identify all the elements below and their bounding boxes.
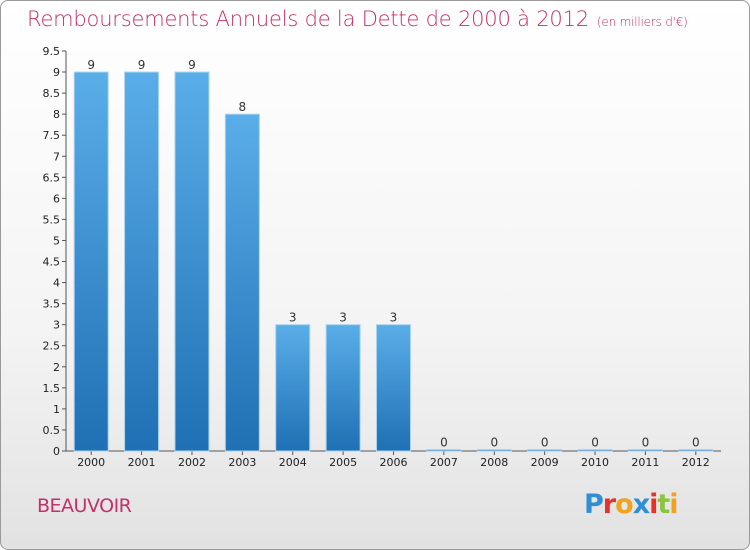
- y-tick-label: 8: [53, 108, 60, 121]
- x-tick-label: 2011: [631, 456, 659, 469]
- bar-value-label: 0: [642, 436, 650, 450]
- x-tick-label: 2008: [480, 456, 508, 469]
- chart-title: Remboursements Annuels de la Dette de 20…: [27, 7, 688, 31]
- x-tick-label: 2010: [581, 456, 609, 469]
- proxiti-logo[interactable]: Proxiti: [584, 489, 679, 520]
- y-tick-label: 9: [53, 66, 60, 79]
- y-tick-label: 7: [53, 150, 60, 163]
- bar-value-label: 0: [541, 436, 549, 450]
- logo-letter: i: [649, 489, 658, 520]
- bar-value-label: 9: [138, 58, 146, 72]
- logo-letter: x: [632, 489, 650, 520]
- y-tick-label: 1: [53, 403, 60, 416]
- chart-bars: 9 9 9 8 3 3 3 0 0 0 0 0 0: [73, 58, 714, 452]
- bar-2010: [577, 449, 613, 452]
- x-tick-label: 2002: [178, 456, 206, 469]
- logo-letter: t: [657, 489, 670, 520]
- chart-title-text: Remboursements Annuels de la Dette de 20…: [27, 7, 589, 31]
- bar-2004: [275, 324, 311, 452]
- bar-2001: [124, 71, 160, 452]
- y-tick-label: 7.5: [43, 129, 61, 142]
- y-tick-label: 3.5: [43, 298, 61, 311]
- logo-letter: o: [615, 489, 634, 520]
- y-tick-label: 4.5: [43, 256, 61, 269]
- y-tick-label: 2: [53, 361, 60, 374]
- y-tick-label: 5.5: [43, 213, 61, 226]
- bar-2005: [325, 324, 361, 452]
- bar-value-label: 0: [490, 436, 498, 450]
- y-tick-label: 9.5: [43, 45, 61, 58]
- x-tick-label: 2009: [531, 456, 559, 469]
- bar-2006: [376, 324, 411, 452]
- bar-2008: [476, 449, 512, 452]
- bar-2012: [678, 449, 714, 452]
- y-tick-label: 5: [53, 234, 60, 247]
- y-tick-label: 8.5: [43, 87, 61, 100]
- y-tick-label: 0.5: [43, 424, 61, 437]
- logo-letter: i: [669, 489, 678, 520]
- x-tick-label: 2003: [228, 456, 256, 469]
- bar-2002: [174, 71, 210, 452]
- x-tick-label: 2000: [77, 456, 105, 469]
- bar-value-label: 0: [440, 436, 448, 450]
- x-tick-label: 2007: [430, 456, 458, 469]
- y-tick-label: 1.5: [43, 382, 61, 395]
- x-tick-label: 2005: [329, 456, 357, 469]
- x-tick-label: 2006: [380, 456, 408, 469]
- commune-name: BEAUVOIR: [37, 495, 132, 517]
- bar-value-label: 3: [339, 311, 347, 325]
- y-tick-label: 3: [53, 319, 60, 332]
- y-tick-label: 0: [53, 445, 60, 458]
- bar-value-label: 3: [390, 311, 398, 325]
- bar-2007: [426, 449, 462, 452]
- bar-value-label: 3: [289, 311, 297, 325]
- y-tick-label: 4: [53, 277, 60, 290]
- logo-letter: r: [602, 489, 616, 520]
- bar-value-label: 0: [692, 436, 700, 450]
- x-tick-label: 2001: [128, 456, 156, 469]
- chart-subtitle: (en milliers d'€): [596, 15, 688, 29]
- chart-axes: 0 0.5 1 1.5 2 2.5 3 3.5 4 4.5 5 5.5 6 6.5 7 7.5 8 8.5 9 9.5…: [43, 45, 721, 469]
- bar-value-label: 9: [87, 58, 95, 72]
- bar-2003: [224, 113, 260, 452]
- bar-value-label: 9: [188, 58, 196, 72]
- x-tick-label: 2004: [279, 456, 307, 469]
- bar-value-label: 8: [239, 100, 247, 114]
- logo-letter: P: [584, 489, 604, 520]
- bar-2009: [527, 449, 563, 452]
- bar-value-label: 0: [591, 436, 599, 450]
- y-tick-label: 2.5: [43, 340, 61, 353]
- y-tick-label: 6: [53, 192, 60, 205]
- bar-2000: [73, 71, 109, 452]
- bar-2011: [627, 449, 663, 452]
- x-tick-label: 2012: [682, 456, 710, 469]
- y-tick-label: 6.5: [43, 171, 61, 184]
